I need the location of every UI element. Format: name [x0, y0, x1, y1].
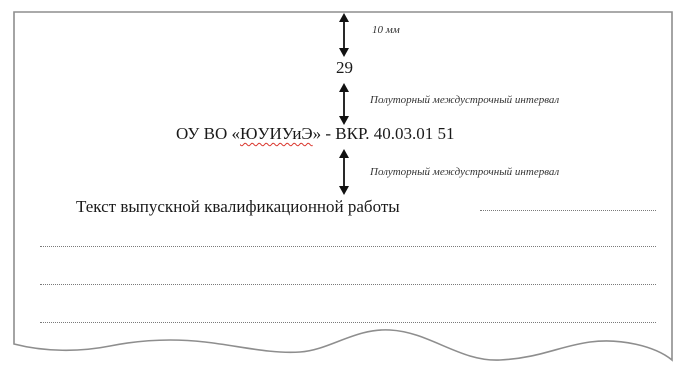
- page-number: 29: [336, 58, 353, 77]
- interval-arrow-top: [339, 83, 349, 125]
- dotted-line: [40, 284, 656, 285]
- code-suffix: » - ВКР. 40.03.01 51: [312, 124, 455, 143]
- dotted-line: [40, 322, 656, 323]
- interval-arrow-bottom: [339, 149, 349, 195]
- institution-abbreviation: ЮУИУиЭ: [239, 124, 313, 143]
- interval-note-top: Полуторный междустрочный интервал: [370, 94, 560, 106]
- code-prefix: ОУ ВО «: [176, 124, 240, 143]
- interval-note-bottom: Полуторный междустрочный интервал: [370, 166, 560, 178]
- document-code: ОУ ВО «ЮУИУиЭ» - ВКР. 40.03.01 51: [176, 124, 455, 144]
- margin-note: 10 мм: [372, 24, 400, 36]
- body-text: Текст выпускной квалификационной работы: [76, 197, 400, 216]
- dotted-fill-line: [480, 210, 656, 211]
- dotted-line: [40, 246, 656, 247]
- margin-arrow: [339, 13, 349, 57]
